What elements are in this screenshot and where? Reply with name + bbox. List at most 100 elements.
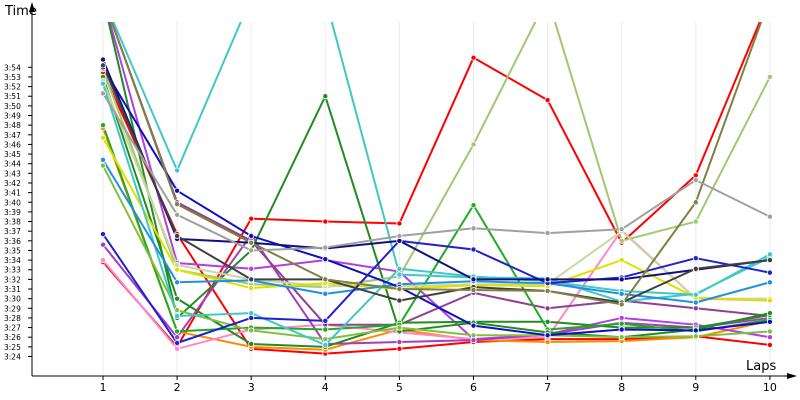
x-tick-label: 2 — [174, 381, 181, 394]
data-point-s14-lap8 — [618, 257, 625, 264]
data-point-s19-lap3 — [248, 314, 255, 321]
data-point-s5-lap3 — [248, 265, 255, 272]
data-point-s20-lap5 — [396, 237, 403, 244]
data-point-s3-lap7 — [544, 339, 551, 346]
data-point-s12-lap9 — [692, 218, 699, 225]
y-tick-label: 3:36 — [4, 237, 21, 246]
data-point-s7-lap9 — [692, 305, 699, 312]
data-point-s18-lap7 — [544, 332, 551, 339]
data-point-s1-lap3 — [248, 215, 255, 222]
data-point-s11-lap5 — [396, 324, 403, 331]
data-point-s9-lap8 — [618, 320, 625, 327]
series-line-19 — [102, 233, 771, 345]
data-point-s22-lap5 — [396, 286, 403, 293]
data-point-s8-lap7 — [544, 318, 551, 325]
data-point-s19-lap4 — [322, 317, 329, 324]
x-tick-label: 1 — [100, 381, 107, 394]
data-point-s23-lap5 — [396, 232, 403, 239]
data-point-s16-lap5 — [396, 265, 403, 272]
y-tick-label: 3:53 — [4, 73, 21, 82]
data-point-s19-lap2 — [174, 340, 181, 347]
y-tick-label: 3:54 — [4, 63, 21, 72]
data-point-s11-lap1 — [100, 162, 107, 169]
data-point-s12-lap10 — [766, 73, 773, 80]
data-point-s21-lap9 — [692, 265, 699, 272]
data-point-s1-lap6 — [470, 54, 477, 61]
series-line-16 — [102, 83, 771, 346]
data-point-s22-lap9 — [692, 199, 699, 206]
data-point-s1-lap7 — [544, 97, 551, 104]
data-point-s1-lap5 — [396, 220, 403, 227]
y-axis-title: Time — [4, 4, 37, 19]
data-point-s20-lap6 — [470, 276, 477, 283]
y-tick-label: 3:25 — [4, 343, 21, 352]
data-point-s8-lap2 — [174, 295, 181, 302]
data-point-s22-lap6 — [470, 286, 477, 293]
y-tick-label: 3:50 — [4, 102, 21, 111]
data-point-s16-lap9 — [692, 291, 699, 298]
y-tick-label: 3:34 — [4, 256, 21, 265]
series-line-20 — [102, 59, 771, 281]
data-point-s6-lap2 — [174, 334, 181, 341]
data-point-s22-lap3 — [248, 239, 255, 246]
data-point-s17-lap1 — [100, 156, 107, 163]
x-tick-label: 7 — [544, 381, 551, 394]
y-tick-label: 3:38 — [4, 218, 21, 227]
data-point-s16-lap3 — [248, 310, 255, 317]
data-point-s17-lap9 — [692, 299, 699, 306]
data-point-s11-lap9 — [692, 333, 699, 340]
y-tick-label: 3:27 — [4, 324, 21, 333]
series-line-13 — [102, 80, 770, 300]
data-point-s22-lap2 — [174, 201, 181, 208]
y-tick-label: 3:29 — [4, 304, 21, 313]
y-tick-label: 3:44 — [4, 160, 21, 169]
data-point-s17-lap10 — [766, 279, 773, 286]
series-line-11 — [102, 165, 770, 341]
data-point-s23-lap9 — [692, 177, 699, 184]
series-line-12 — [102, 22, 771, 289]
data-point-s9-lap4 — [322, 326, 329, 333]
data-point-s23-lap2 — [174, 211, 181, 218]
data-point-s12-lap6 — [470, 141, 477, 148]
data-point-s6-lap5 — [396, 339, 403, 346]
data-point-s21-lap3 — [248, 276, 255, 283]
data-point-s18-lap4 — [322, 256, 329, 263]
data-point-s11-lap2 — [174, 307, 181, 314]
data-point-s11-lap10 — [766, 328, 773, 335]
data-point-s21-lap1 — [100, 62, 107, 69]
series-line-1 — [102, 22, 761, 348]
data-point-s19-lap10 — [766, 269, 773, 276]
data-point-s18-lap8 — [618, 326, 625, 333]
data-point-s15-lap2 — [174, 167, 181, 174]
series-points — [100, 54, 773, 357]
x-axis-title: Laps — [746, 359, 776, 374]
y-tick-label: 3:24 — [4, 353, 21, 362]
data-point-s5-lap8 — [618, 314, 625, 321]
y-tick-label: 3:43 — [4, 169, 21, 178]
data-point-s19-lap1 — [100, 231, 107, 238]
data-point-s16-lap10 — [766, 251, 773, 258]
data-point-s21-lap10 — [766, 257, 773, 264]
data-point-s5-lap10 — [766, 334, 773, 341]
data-point-s9-lap1 — [100, 122, 107, 129]
x-tick-label: 6 — [470, 381, 477, 394]
data-point-s22-lap4 — [322, 276, 329, 283]
series-line-7 — [110, 22, 771, 326]
data-point-s9-lap6 — [470, 202, 477, 209]
data-point-s14-lap2 — [174, 266, 181, 273]
data-point-s23-lap8 — [618, 226, 625, 233]
data-point-s16-lap2 — [174, 313, 181, 320]
data-point-s23-lap3 — [248, 247, 255, 254]
data-point-s20-lap8 — [618, 276, 625, 283]
data-point-s1-lap9 — [692, 172, 699, 179]
data-point-s14-lap10 — [766, 297, 773, 304]
data-point-s2-lap5 — [396, 345, 403, 352]
data-point-s4-lap2 — [174, 345, 181, 352]
series-line-6 — [102, 234, 771, 345]
data-point-s12-lap8 — [618, 237, 625, 244]
y-tick-label: 3:51 — [4, 92, 21, 101]
x-tick-label: 5 — [396, 381, 403, 394]
data-point-s21-lap2 — [174, 232, 181, 239]
data-point-s21-lap5 — [396, 297, 403, 304]
